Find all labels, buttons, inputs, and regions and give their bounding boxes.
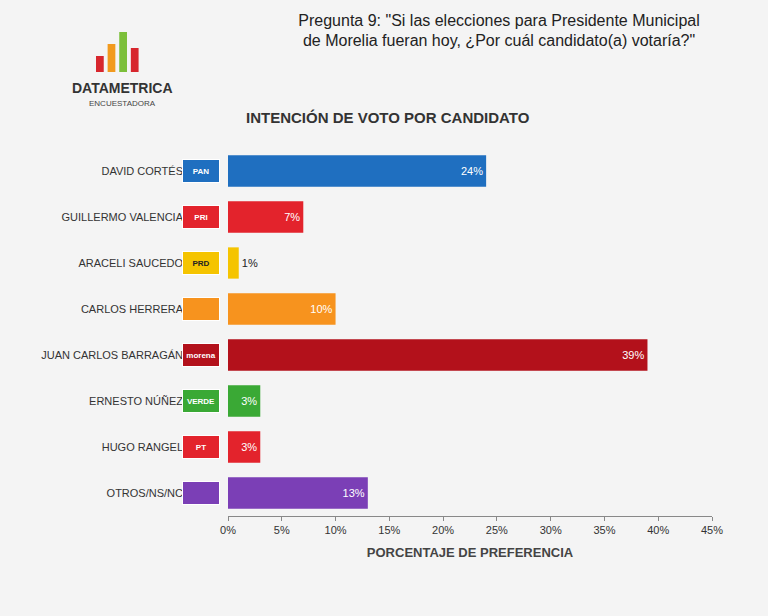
svg-text:HUGO RANGEL: HUGO RANGEL <box>102 441 183 453</box>
svg-text:morena: morena <box>186 351 215 360</box>
svg-text:20%: 20% <box>432 524 454 536</box>
svg-text:PRI: PRI <box>194 213 207 222</box>
svg-text:ERNESTO NÚÑEZ: ERNESTO NÚÑEZ <box>89 395 183 407</box>
svg-text:Pregunta 9: "Si las elecciones: Pregunta 9: "Si las elecciones para Pres… <box>298 12 699 50</box>
svg-text:10%: 10% <box>325 524 347 536</box>
svg-text:30%: 30% <box>540 524 562 536</box>
svg-text:45%: 45% <box>701 524 723 536</box>
svg-text:25%: 25% <box>486 524 508 536</box>
svg-text:INTENCIÓN DE VOTO POR CANDIDAT: INTENCIÓN DE VOTO POR CANDIDATO <box>246 109 530 126</box>
svg-text:7%: 7% <box>284 211 300 223</box>
svg-text:CARLOS HERRERA: CARLOS HERRERA <box>81 303 184 315</box>
svg-text:PORCENTAJE DE PREFERENCIA: PORCENTAJE DE PREFERENCIA <box>367 545 574 560</box>
svg-text:VERDE: VERDE <box>187 397 215 406</box>
svg-text:24%: 24% <box>461 165 483 177</box>
svg-text:JUAN CARLOS BARRAGÁN: JUAN CARLOS BARRAGÁN <box>41 349 183 361</box>
svg-text:1%: 1% <box>242 257 258 269</box>
svg-text:40%: 40% <box>647 524 669 536</box>
svg-text:PAN: PAN <box>193 167 210 176</box>
svg-text:DATAMETRICA: DATAMETRICA <box>72 80 173 96</box>
svg-text:15%: 15% <box>378 524 400 536</box>
svg-text:0%: 0% <box>220 524 236 536</box>
svg-text:OTROS/NS/NC: OTROS/NS/NC <box>107 487 183 499</box>
svg-text:PT: PT <box>196 443 206 452</box>
svg-text:ENCUESTADORA: ENCUESTADORA <box>89 99 156 108</box>
svg-text:DAVID CORTÉS: DAVID CORTÉS <box>102 165 184 177</box>
svg-text:GUILLERMO VALENCIA: GUILLERMO VALENCIA <box>62 211 184 223</box>
svg-text:39%: 39% <box>622 349 644 361</box>
svg-text:10%: 10% <box>310 303 332 315</box>
svg-text:5%: 5% <box>274 524 290 536</box>
svg-text:3%: 3% <box>241 441 257 453</box>
svg-text:3%: 3% <box>241 395 257 407</box>
svg-text:PRD: PRD <box>192 259 209 268</box>
svg-text:ARACELI SAUCEDO: ARACELI SAUCEDO <box>78 257 183 269</box>
svg-text:35%: 35% <box>593 524 615 536</box>
svg-text:13%: 13% <box>343 487 365 499</box>
